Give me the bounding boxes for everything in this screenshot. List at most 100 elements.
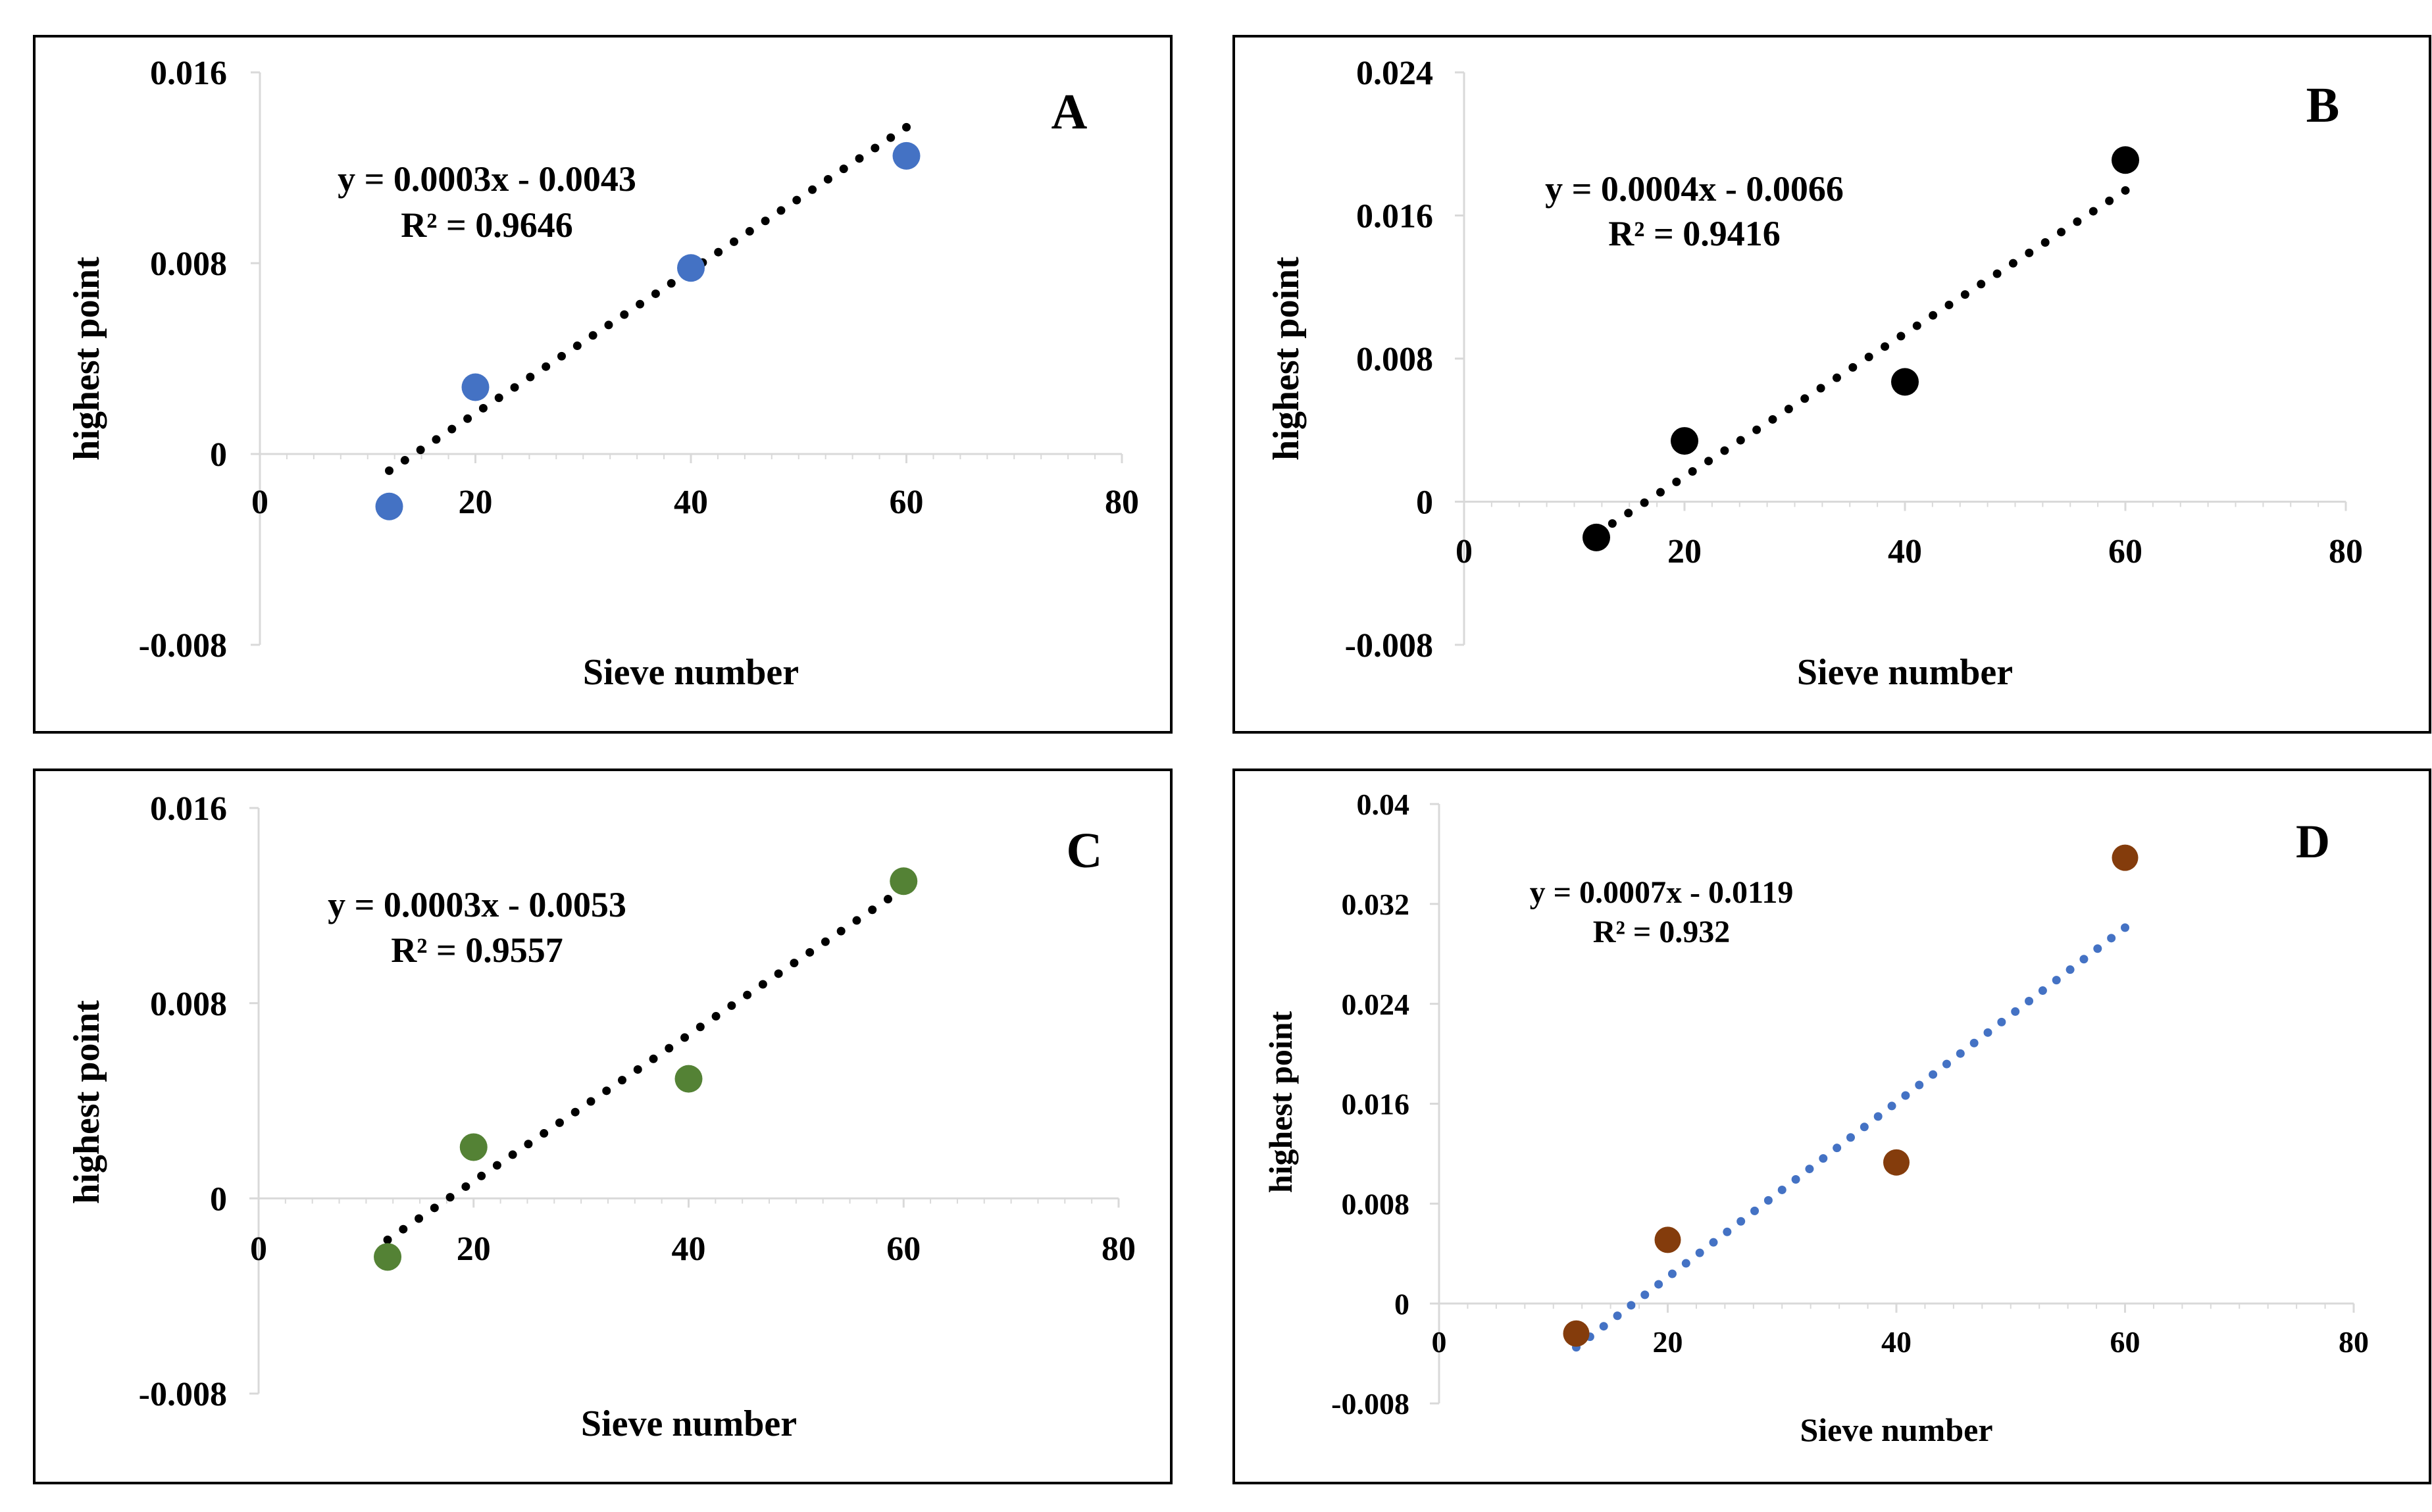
chart-b-y-tick-label: 0 — [1416, 484, 1433, 522]
chart-c-trendline-dot — [665, 1044, 674, 1053]
chart-a-panel-label: A — [1051, 84, 1088, 139]
chart-b-trendline-dot — [2008, 259, 2017, 268]
chart-d-trendline-dot — [1654, 1280, 1663, 1289]
chart-d-trendline-dot — [1846, 1133, 1855, 1142]
chart-a-frame — [33, 35, 1173, 734]
chart-d-data-point — [1883, 1149, 1910, 1176]
chart-a-trendline-dot — [808, 185, 817, 194]
chart-a-trendline-dot — [745, 227, 754, 236]
chart-c-trendline-dot — [602, 1086, 611, 1096]
chart-a-x-tick-label: 20 — [459, 484, 493, 521]
chart-b-trendline-dot — [1704, 457, 1713, 466]
chart-b-trendline-dot — [1832, 373, 1841, 382]
chart-b-x-tick-label: 40 — [1888, 533, 1922, 570]
chart-c-trendline-dot — [758, 980, 767, 989]
chart-c-trendline-dot — [383, 1235, 392, 1244]
chart-c-y-tick-label: -0.008 — [139, 1376, 227, 1413]
chart-a-trendline-dot — [557, 351, 566, 361]
chart-d-trendline-dot — [1723, 1227, 1732, 1236]
chart-c-trendline-dot — [399, 1224, 408, 1234]
chart-a-trendline-dot — [730, 237, 738, 246]
chart-c-y-tick-label: 0.016 — [150, 790, 227, 828]
chart-b-trendline-dot — [1720, 446, 1729, 455]
chart-d-trendline-dot — [1833, 1144, 1842, 1153]
chart-a-trendline-dot — [667, 279, 676, 288]
chart-d-y-tick-label: 0.008 — [1342, 1187, 1410, 1221]
chart-b-trendline-dot — [1944, 300, 1954, 309]
chart-c-data-point — [890, 867, 918, 895]
chart-c-x-tick-label: 40 — [672, 1230, 706, 1268]
chart-d-trendline-dot — [1873, 1112, 1883, 1121]
chart-b-trendline-dot — [1784, 405, 1793, 414]
chart-c-trendline-dot — [555, 1118, 564, 1127]
chart-d-trendline-dot — [1667, 1269, 1677, 1278]
chart-b-trendline-dot — [1896, 332, 1906, 341]
chart-c-data-point — [374, 1243, 402, 1271]
chart-c-panel-label: C — [1067, 823, 1103, 878]
chart-d-trendline-dot — [1887, 1101, 1896, 1111]
chart-d-trendline-dot — [1599, 1322, 1608, 1331]
chart-c-trendline-dot — [430, 1203, 439, 1213]
chart-c-trendline-dot — [743, 990, 752, 999]
chart-c-x-tick-label: 20 — [457, 1230, 491, 1268]
chart-d-trendline-dot — [1695, 1248, 1704, 1257]
chart-b-trendline-dot — [1816, 384, 1825, 393]
chart-c-data-point — [459, 1133, 488, 1161]
chart-c-trendline-dot — [633, 1065, 642, 1074]
chart-c-trendline-dot — [883, 895, 892, 904]
chart-c-trendline-dot — [680, 1033, 690, 1042]
chart-d-x-tick-label: 20 — [1653, 1325, 1683, 1359]
chart-c-x-tick-label: 0 — [250, 1230, 267, 1268]
chart-c-trendline-dot — [649, 1054, 658, 1063]
chart-b-y-tick-label: 0.016 — [1356, 198, 1433, 236]
chart-b-data-point — [2112, 146, 2139, 174]
chart-d-trendline-dot — [1627, 1301, 1636, 1310]
chart-d-trendline-dot — [1709, 1238, 1718, 1247]
chart-d-trendline-dot — [1819, 1154, 1828, 1163]
chart-a-x-tick-label: 60 — [890, 484, 924, 521]
chart-c-trendline-dot — [727, 1001, 736, 1010]
chart-a-data-point — [375, 492, 403, 520]
chart-d-trendline-dot — [2011, 1007, 2020, 1016]
chart-d-y-axis-label: highest point — [1262, 1011, 1299, 1193]
chart-b-trendline-dot — [1977, 280, 1986, 289]
chart-d-y-tick-label: 0.016 — [1342, 1088, 1410, 1121]
chart-d-trendline-dot — [1915, 1080, 1924, 1090]
chart-d-y-tick-label: 0.032 — [1342, 888, 1410, 921]
chart-b-trendline-dot — [2073, 217, 2082, 226]
chart-c-trendline-dot — [415, 1214, 424, 1223]
chart-b-y-tick-label: 0.008 — [1356, 341, 1433, 378]
chart-d-trendline-dot — [1997, 1017, 2006, 1026]
chart-d-trendline-dot — [1929, 1070, 1938, 1079]
chart-d-trendline-dot — [2079, 955, 2089, 964]
chart-b-trendline-dot — [2105, 196, 2114, 205]
chart-c-frame — [33, 769, 1173, 1484]
chart-b-r-squared: R² = 0.9416 — [1608, 214, 1780, 253]
chart-c-r-squared: R² = 0.9557 — [391, 930, 563, 970]
chart-b-y-tick-label: -0.008 — [1345, 627, 1433, 665]
chart-c-x-tick-label: 60 — [886, 1230, 921, 1268]
chart-d-y-tick-label: 0 — [1394, 1287, 1409, 1321]
chart-b-trendline-dot — [2121, 186, 2130, 195]
chart-a-trendline-dot — [714, 247, 723, 257]
chart-d-trendline-dot — [1805, 1165, 1814, 1174]
chart-d-trendline-dot — [1750, 1206, 1760, 1215]
chart-a-y-tick-label: 0.008 — [150, 245, 227, 283]
chart-b-trendline-dot — [1992, 269, 2002, 278]
chart-b-x-axis-label: Sieve number — [1797, 652, 2013, 693]
chart-a-trendline-dot — [651, 289, 660, 298]
chart-c-trendline-dot — [711, 1012, 721, 1021]
chart-d-trendline-dot — [2052, 976, 2061, 985]
chart-c-trendline-dot — [618, 1076, 627, 1085]
chart-d-trendline-dot — [1777, 1185, 1786, 1194]
chart-d-y-tick-label: 0.04 — [1357, 788, 1410, 821]
chart-a-trendline-dot — [542, 362, 551, 371]
chart-a-y-tick-label: -0.008 — [139, 627, 227, 665]
chart-b-x-tick-label: 20 — [1667, 533, 1702, 570]
chart-a-trendline-dot — [478, 403, 488, 413]
chart-d-trendline-dot — [1640, 1290, 1650, 1299]
chart-b-trendline-dot — [1688, 467, 1697, 476]
chart-d-x-tick-label: 80 — [2339, 1325, 2369, 1359]
chart-d-trendline-dot — [1956, 1049, 1965, 1058]
chart-c-trendline-dot — [524, 1140, 533, 1149]
